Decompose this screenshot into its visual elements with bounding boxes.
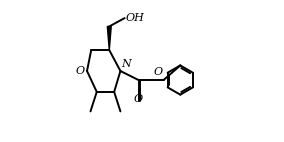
Text: OH: OH bbox=[126, 13, 145, 23]
Text: N: N bbox=[121, 59, 131, 69]
Text: O: O bbox=[134, 94, 143, 104]
Text: O: O bbox=[153, 67, 162, 77]
Text: O: O bbox=[75, 66, 85, 76]
Polygon shape bbox=[107, 26, 111, 50]
